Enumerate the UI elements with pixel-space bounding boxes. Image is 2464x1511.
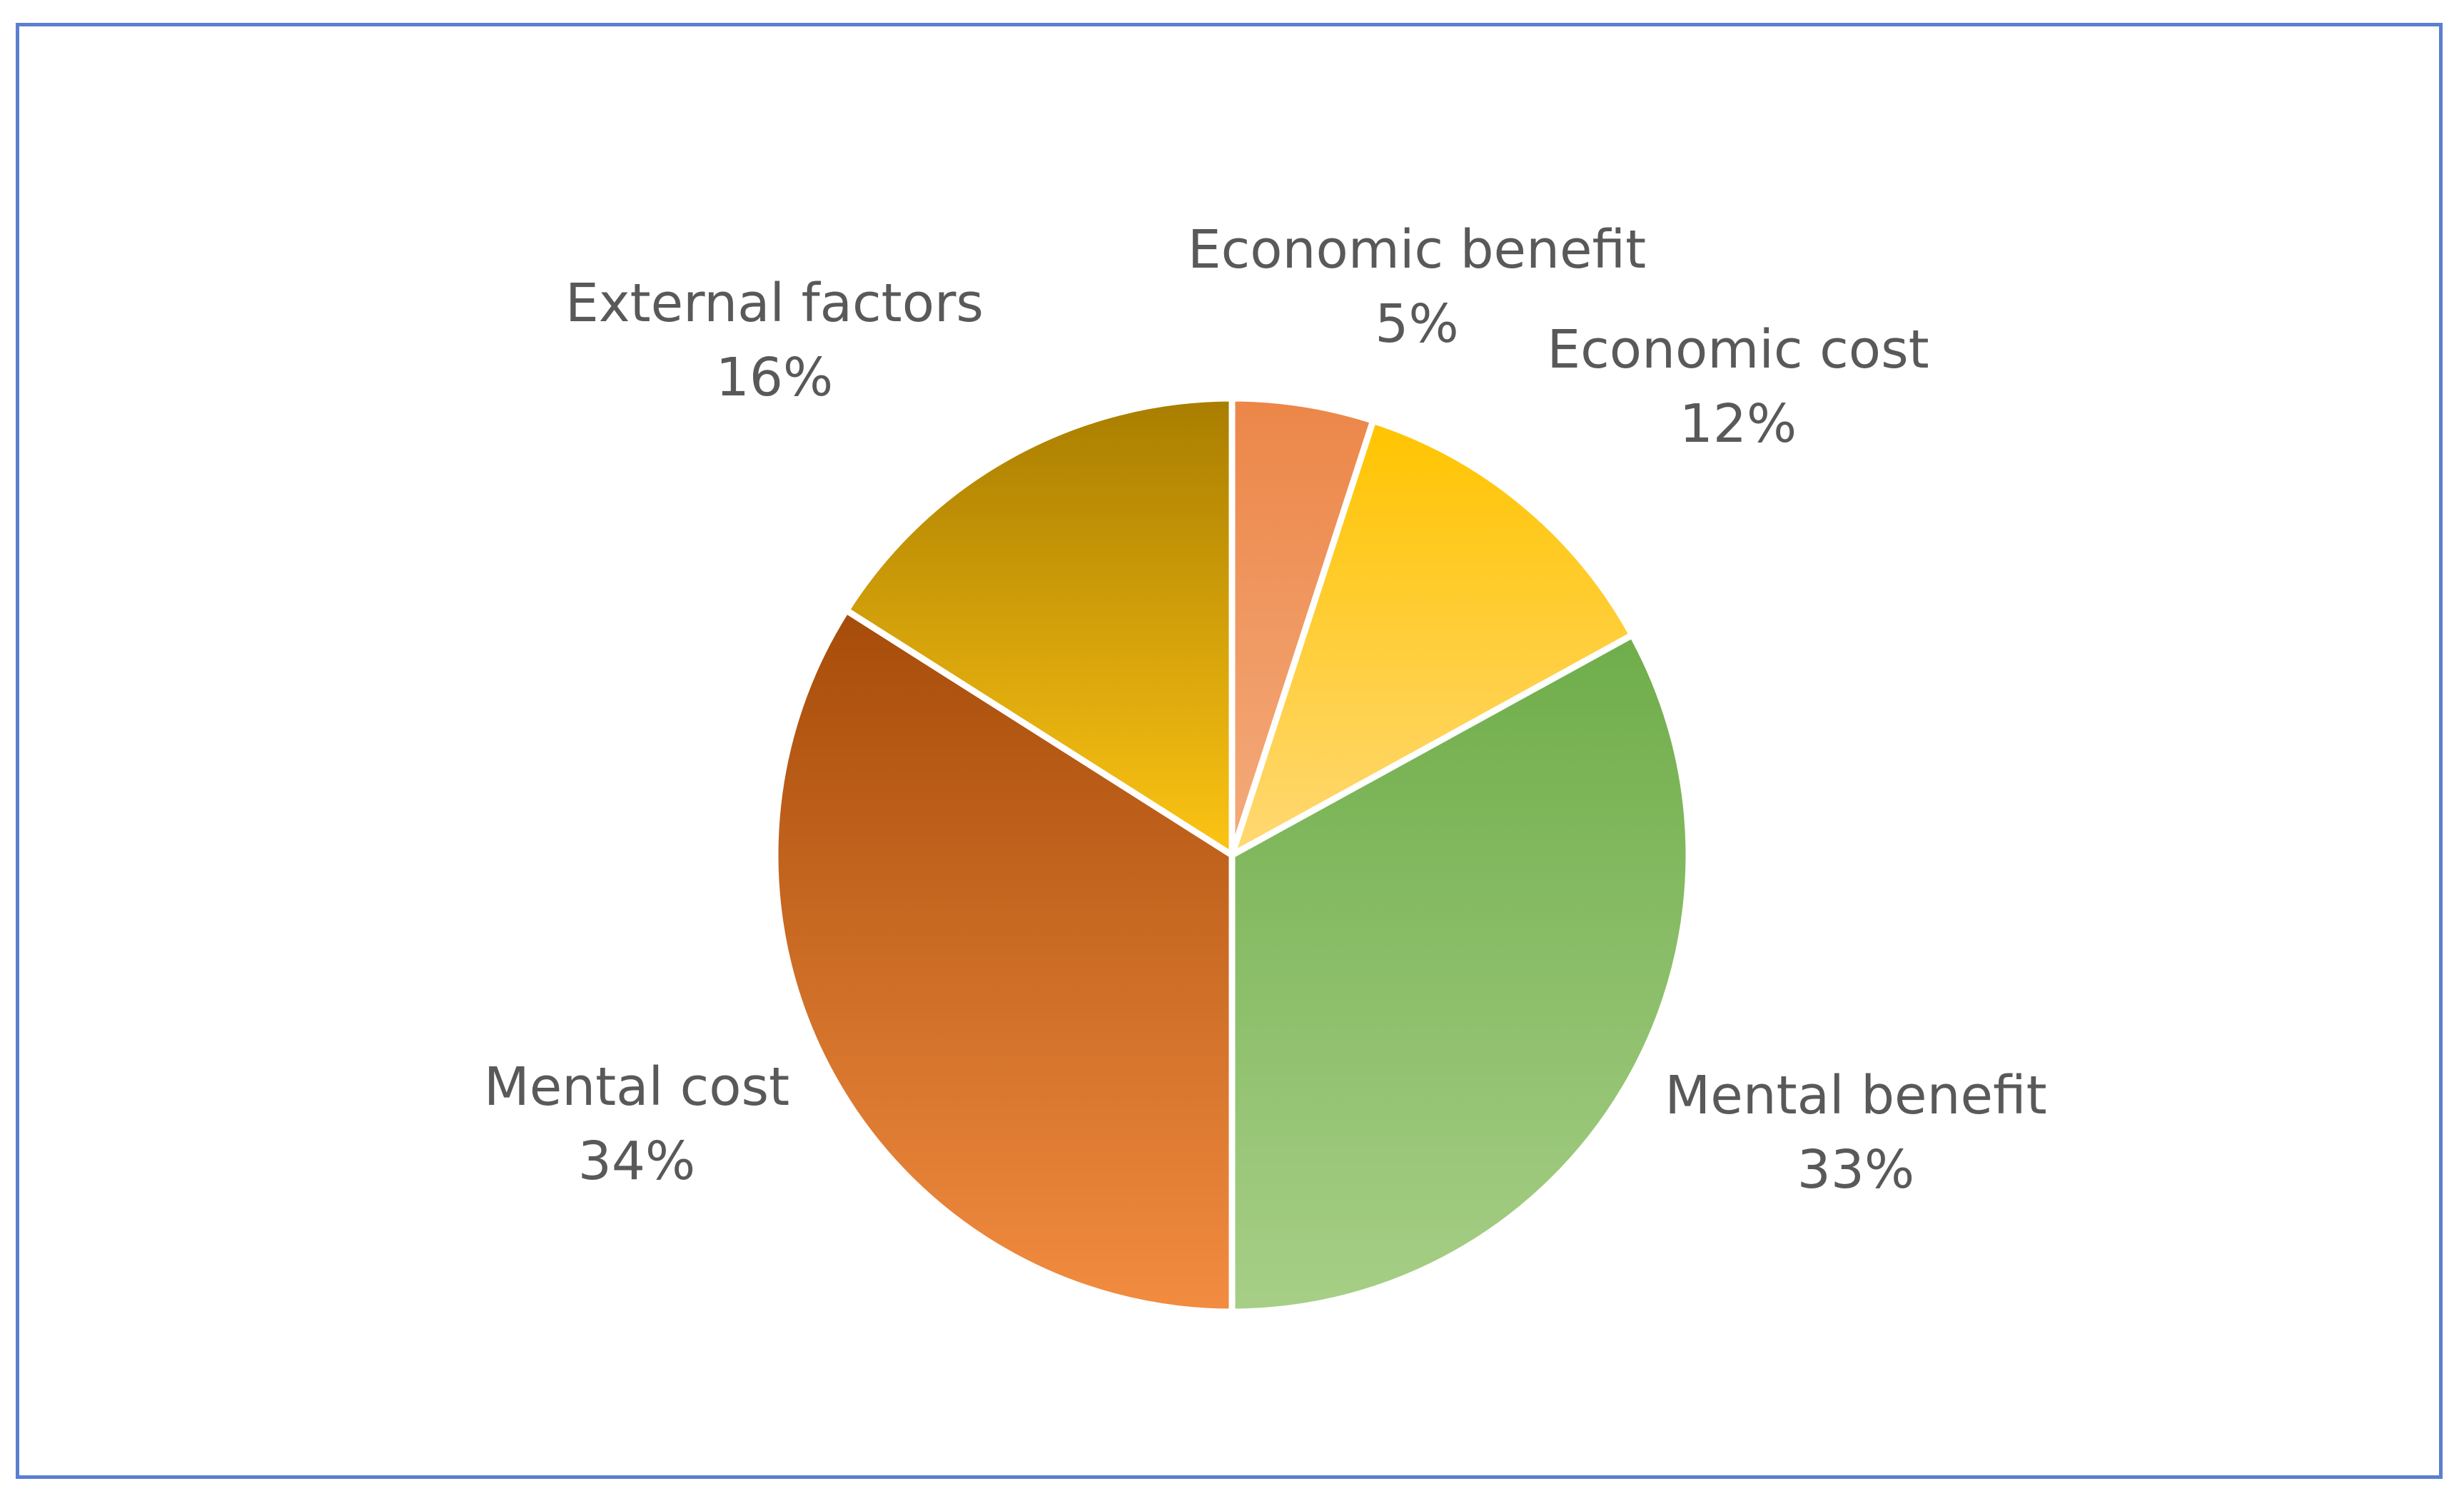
label-economic-cost: Economic cost bbox=[1547, 319, 1929, 380]
value-mental-cost: 34% bbox=[578, 1131, 695, 1192]
pie-slices bbox=[772, 395, 1692, 1315]
value-economic-benefit: 5% bbox=[1375, 293, 1458, 355]
slice-economic-cost bbox=[1228, 417, 1636, 859]
value-economic-cost: 12% bbox=[1680, 393, 1797, 455]
label-economic-benefit: Economic benefit bbox=[1188, 219, 1646, 281]
label-mental-cost: Mental cost bbox=[484, 1056, 789, 1118]
value-external-factors: 16% bbox=[716, 347, 833, 408]
pie-labels: Economic benefit 5% Economic cost 12% Mental… bbox=[484, 219, 2047, 1201]
slice-external-factors bbox=[843, 395, 1236, 859]
slice-mental-benefit bbox=[1228, 632, 1692, 1315]
value-mental-benefit: 33% bbox=[1797, 1139, 1914, 1201]
label-external-factors: External factors bbox=[565, 273, 984, 334]
label-mental-benefit: Mental benefit bbox=[1665, 1065, 2046, 1126]
